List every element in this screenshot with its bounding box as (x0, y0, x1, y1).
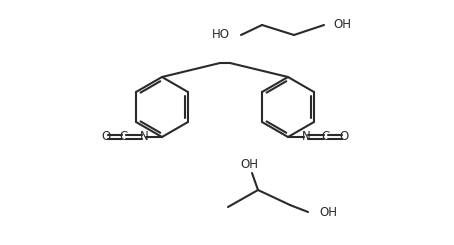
Text: N: N (140, 131, 148, 144)
Text: N: N (301, 131, 311, 144)
Text: C: C (120, 131, 128, 144)
Text: HO: HO (212, 28, 230, 41)
Text: O: O (340, 131, 349, 144)
Text: O: O (101, 131, 111, 144)
Text: OH: OH (240, 159, 258, 172)
Text: C: C (322, 131, 330, 144)
Text: OH: OH (333, 19, 351, 32)
Text: OH: OH (319, 206, 337, 219)
